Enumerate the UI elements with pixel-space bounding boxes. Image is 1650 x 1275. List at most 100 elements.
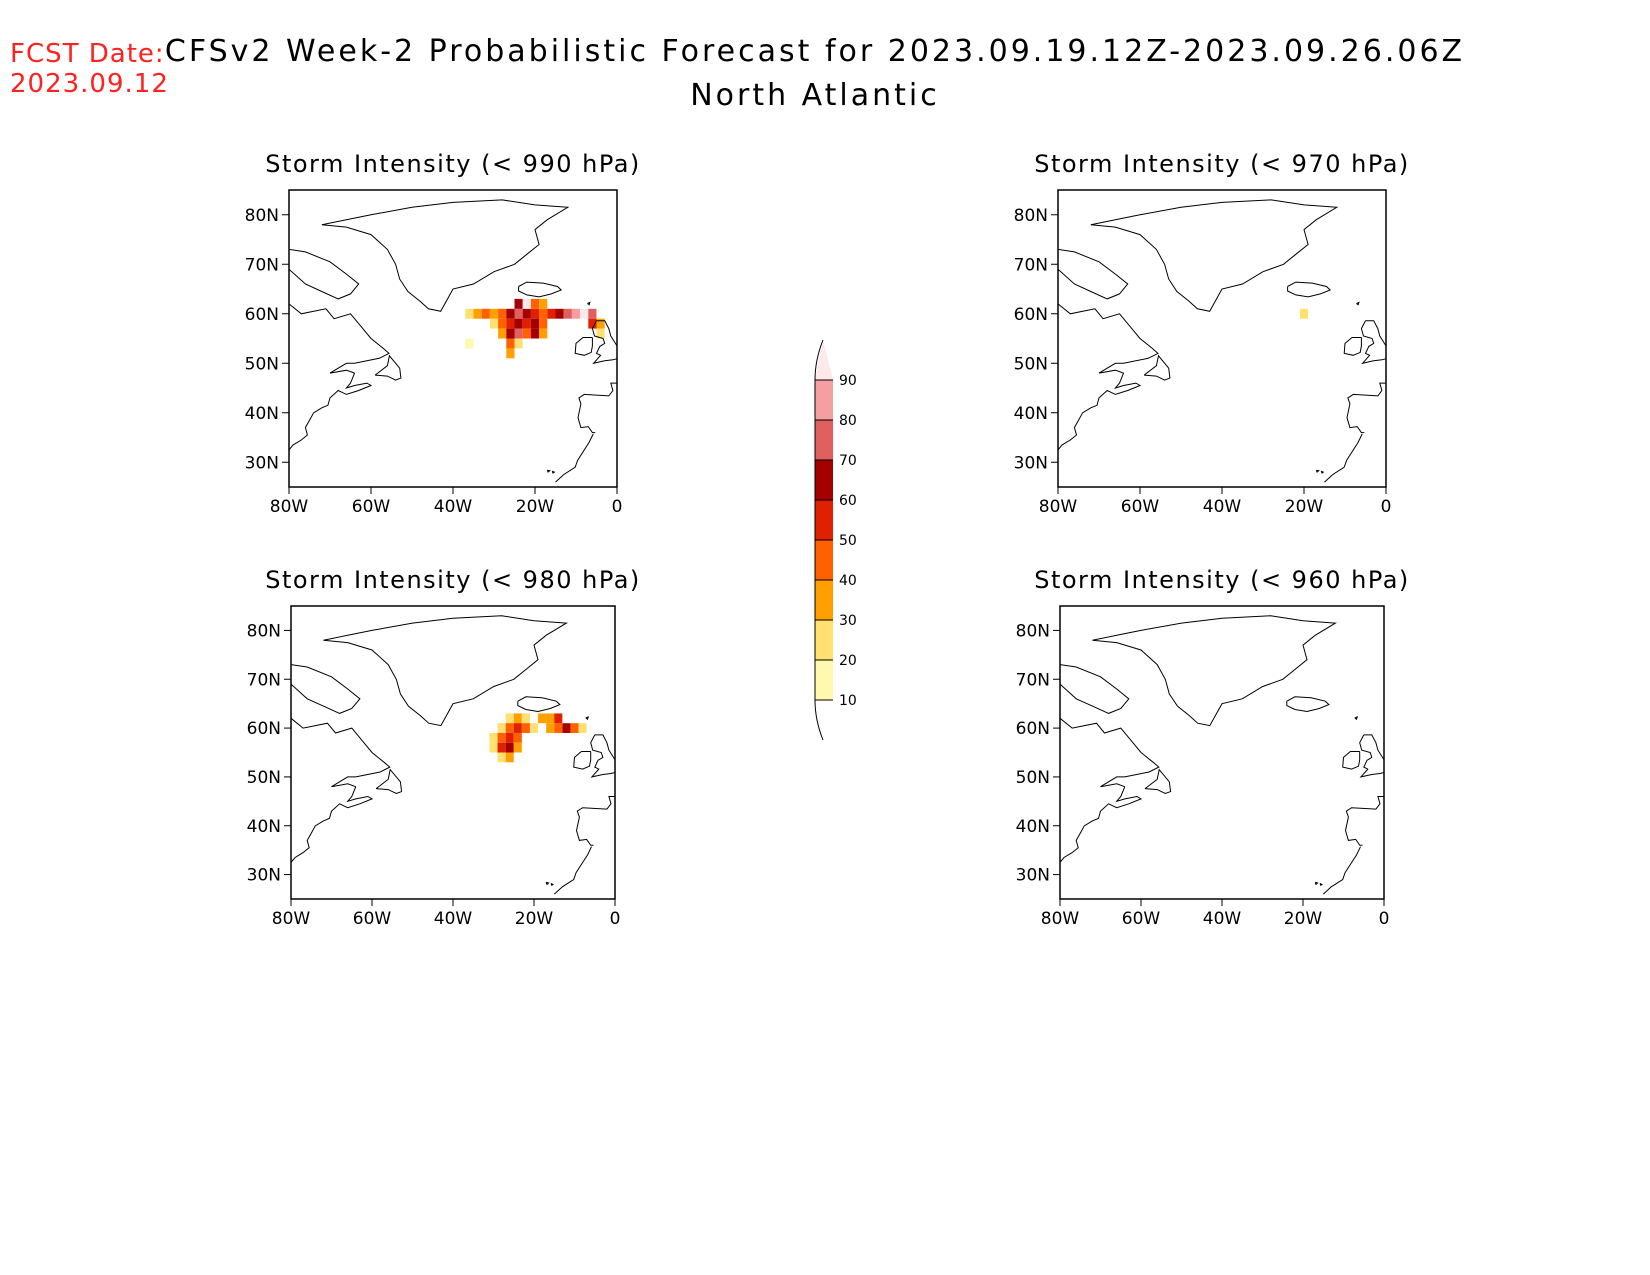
probability-cell	[481, 308, 490, 319]
map-panel-4: Storm Intensity (< 960 hPa) 80N 70N 60N 50N 4…	[1016, 566, 1410, 929]
coastline	[550, 882, 554, 887]
lon-tick-label: 0	[1381, 497, 1392, 517]
fcst-date-value: 2023.09.12	[10, 69, 169, 99]
coastline	[1286, 696, 1330, 713]
coastline	[1058, 303, 1159, 374]
coastline	[585, 716, 590, 721]
lat-tick-label: 40N	[1016, 817, 1050, 837]
probability-cell	[580, 308, 589, 319]
panel-title: Storm Intensity (< 960 hPa)	[1034, 566, 1410, 594]
probability-cell	[489, 308, 499, 319]
probability-cell	[554, 713, 563, 724]
lon-tick-label: 20W	[515, 909, 554, 929]
probability-cell	[497, 752, 506, 763]
lat-tick-label: 80N	[247, 621, 281, 641]
coastline	[573, 751, 592, 770]
probability-cell	[522, 328, 531, 339]
probability-cell	[505, 723, 514, 733]
colorbar-label: 60	[839, 493, 857, 509]
probability-cell	[465, 338, 474, 349]
probability-cell	[530, 308, 540, 319]
probability-cell	[505, 713, 514, 724]
lon-tick-label: 0	[612, 497, 623, 517]
lat-tick-label: 80N	[245, 206, 279, 226]
lon-tick-label: 60W	[353, 909, 392, 929]
coastline	[575, 796, 615, 846]
colorbar-box	[815, 660, 833, 700]
probability-cell	[554, 723, 563, 733]
lon-tick-label: 20W	[516, 497, 555, 517]
coastline	[291, 786, 374, 863]
lat-tick-label: 70N	[247, 670, 281, 690]
probability-cell	[546, 713, 555, 724]
lat-tick-label: 60N	[247, 719, 281, 739]
probability-cell	[514, 328, 523, 339]
coastline	[1346, 382, 1386, 434]
colorbar-label: 90	[839, 373, 857, 389]
colorbar-top-triangle	[815, 340, 833, 380]
probability-cell	[506, 348, 515, 359]
coastline	[1319, 882, 1323, 887]
probability-cell	[497, 742, 506, 753]
map-frame	[1057, 189, 1387, 488]
lon-tick-label: 40W	[1203, 909, 1242, 929]
coastline	[577, 382, 617, 434]
probability-cell	[521, 723, 530, 733]
coastline	[321, 199, 570, 312]
colorbar-label: 70	[839, 453, 857, 469]
probability-cell	[522, 318, 531, 329]
probability-cell	[498, 308, 507, 319]
colorbar-label: 10	[839, 693, 857, 709]
lat-tick-label: 70N	[1014, 255, 1048, 275]
probability-cell	[530, 318, 540, 329]
probability-cell	[514, 298, 523, 309]
colorbar-box	[815, 380, 833, 420]
colorbar-label: 50	[839, 533, 857, 549]
probability-cell	[539, 318, 548, 329]
probability-cell	[473, 308, 482, 319]
probability-cell	[514, 338, 523, 349]
panel-title: Storm Intensity (< 980 hPa)	[265, 566, 641, 594]
probability-cell	[588, 308, 597, 319]
fcst-date-label: FCST Date:	[10, 39, 165, 69]
probability-cell	[563, 308, 572, 319]
probability-colorbar: 90 80 70 60 50 40 30 20 10	[814, 339, 857, 741]
coastline	[590, 734, 615, 778]
lat-tick-label: 40N	[1014, 404, 1048, 424]
map-panel-2: Storm Intensity (< 970 hPa) 80N 70N 60N 50N 4…	[1014, 150, 1409, 517]
probability-cell	[539, 308, 548, 319]
lon-tick-label: 80W	[272, 909, 311, 929]
probability-cell	[1299, 308, 1309, 319]
probability-cell	[497, 723, 506, 733]
probability-cell	[498, 328, 507, 339]
lat-tick-label: 30N	[245, 453, 279, 473]
coastline	[1322, 846, 1361, 895]
coastline	[591, 320, 617, 365]
probability-cell	[578, 723, 587, 733]
colorbar-bottom-triangle	[815, 700, 833, 740]
coastline	[375, 768, 403, 795]
coastline	[289, 372, 373, 451]
colorbar-box	[815, 460, 833, 500]
coastline	[1144, 768, 1172, 795]
coastline	[1359, 734, 1384, 778]
probability-cell	[498, 318, 507, 329]
map-panel-1: Storm Intensity (< 990 hPa) 80N 70N 60N 50N 4…	[245, 150, 640, 517]
lon-tick-label: 0	[1379, 909, 1390, 929]
probability-cell	[489, 732, 498, 743]
lat-tick-label: 40N	[247, 817, 281, 837]
coastline	[1058, 248, 1129, 300]
coastline	[518, 281, 563, 298]
lat-tick-label: 30N	[1014, 453, 1048, 473]
coastline	[1287, 281, 1332, 298]
coastline	[1342, 751, 1361, 770]
coastline	[546, 469, 551, 473]
colorbar-box	[815, 500, 833, 540]
coastline	[1060, 664, 1130, 714]
coastline	[1320, 470, 1325, 474]
coastline	[1090, 199, 1339, 312]
lat-tick-label: 60N	[245, 305, 279, 325]
colorbar-box	[815, 420, 833, 460]
probability-cell	[513, 713, 522, 724]
coastline	[289, 303, 390, 374]
